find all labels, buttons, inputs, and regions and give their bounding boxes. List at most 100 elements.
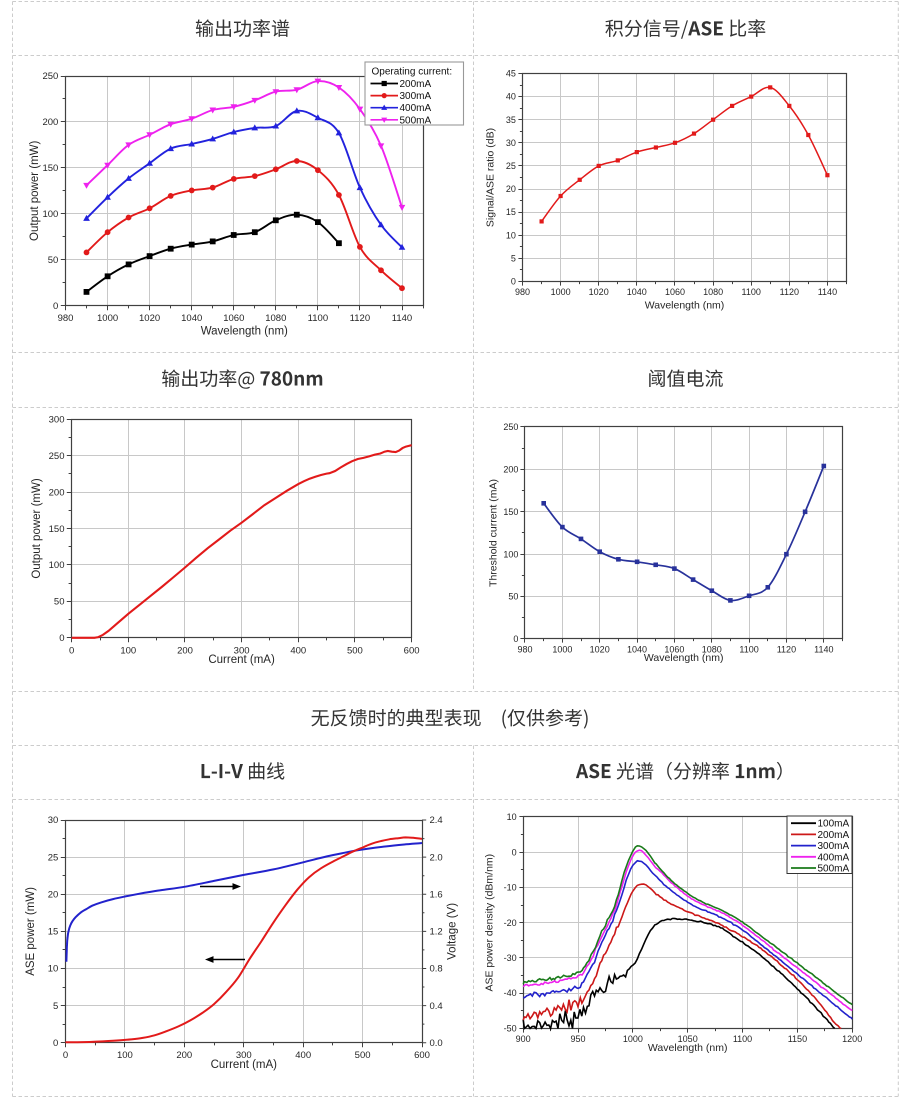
svg-text:0: 0	[513, 634, 518, 644]
svg-text:150: 150	[503, 507, 518, 517]
svg-text:100: 100	[503, 549, 518, 559]
svg-text:Current (mA): Current (mA)	[208, 654, 275, 666]
svg-text:1020: 1020	[139, 313, 160, 324]
svg-text:400mA: 400mA	[400, 103, 432, 114]
svg-text:Threshold current (mA): Threshold current (mA)	[488, 479, 500, 587]
svg-text:0.4: 0.4	[430, 1001, 443, 1012]
svg-text:0: 0	[53, 1038, 58, 1049]
svg-text:30: 30	[48, 815, 59, 826]
svg-text:ASE power (mW): ASE power (mW)	[25, 887, 37, 976]
svg-text:5: 5	[53, 1001, 58, 1012]
svg-text:1100: 1100	[742, 287, 761, 297]
svg-text:0.8: 0.8	[430, 964, 443, 975]
svg-text:Wavelength (nm): Wavelength (nm)	[644, 652, 724, 664]
svg-text:15: 15	[506, 207, 516, 217]
svg-text:-30: -30	[504, 953, 517, 963]
svg-text:1100: 1100	[739, 645, 758, 655]
svg-text:1060: 1060	[664, 645, 684, 655]
svg-text:1150: 1150	[788, 1034, 807, 1044]
svg-text:150: 150	[42, 163, 58, 174]
svg-text:1200: 1200	[842, 1034, 862, 1044]
svg-text:1060: 1060	[223, 313, 244, 324]
svg-text:250: 250	[503, 422, 518, 432]
svg-text:25: 25	[48, 852, 59, 863]
svg-text:Operating current:: Operating current:	[372, 67, 453, 78]
svg-text:1080: 1080	[265, 313, 286, 324]
svg-text:ASE power density (dBm/nm): ASE power density (dBm/nm)	[484, 854, 496, 992]
svg-text:40: 40	[506, 92, 516, 102]
svg-text:0: 0	[63, 1050, 68, 1061]
svg-text:1020: 1020	[589, 287, 609, 297]
svg-text:1040: 1040	[627, 645, 647, 655]
svg-text:1120: 1120	[780, 287, 799, 297]
svg-text:1080: 1080	[702, 645, 722, 655]
svg-text:1000: 1000	[623, 1034, 643, 1044]
svg-text:Current (mA): Current (mA)	[211, 1059, 278, 1071]
svg-text:500: 500	[355, 1050, 371, 1061]
svg-text:10: 10	[507, 812, 517, 822]
svg-text:500mA: 500mA	[400, 115, 432, 126]
svg-text:Output power (mW): Output power (mW)	[31, 478, 43, 578]
svg-text:400mA: 400mA	[818, 852, 850, 863]
svg-text:25: 25	[506, 161, 516, 171]
svg-text:300: 300	[49, 415, 65, 426]
svg-text:1100: 1100	[308, 313, 328, 324]
svg-text:100: 100	[49, 560, 65, 571]
svg-text:300mA: 300mA	[400, 91, 432, 102]
svg-text:0: 0	[59, 633, 64, 644]
svg-text:500: 500	[347, 645, 363, 656]
svg-text:0: 0	[69, 645, 74, 656]
svg-text:250: 250	[49, 451, 65, 462]
svg-text:950: 950	[570, 1034, 585, 1044]
svg-text:-50: -50	[504, 1024, 517, 1034]
svg-text:900: 900	[516, 1034, 531, 1044]
svg-text:1.6: 1.6	[430, 889, 443, 900]
svg-text:980: 980	[517, 645, 532, 655]
svg-text:5: 5	[511, 253, 516, 263]
svg-text:50: 50	[508, 592, 518, 602]
svg-text:100mA: 100mA	[818, 819, 850, 830]
svg-text:30: 30	[506, 138, 516, 148]
svg-text:20: 20	[48, 890, 59, 901]
svg-text:400: 400	[295, 1050, 311, 1061]
svg-text:Wavelength (nm): Wavelength (nm)	[648, 1042, 728, 1054]
svg-text:2.4: 2.4	[430, 815, 443, 826]
svg-text:1140: 1140	[392, 313, 412, 324]
svg-text:1100: 1100	[733, 1034, 752, 1044]
svg-text:980: 980	[58, 313, 74, 324]
svg-text:45: 45	[506, 69, 516, 79]
svg-text:50: 50	[48, 255, 59, 266]
svg-text:10: 10	[48, 964, 59, 975]
svg-text:20: 20	[506, 184, 516, 194]
svg-text:200: 200	[176, 1050, 192, 1061]
svg-text:300: 300	[234, 645, 250, 656]
svg-text:150: 150	[49, 524, 65, 535]
svg-text:1.2: 1.2	[430, 927, 443, 938]
svg-text:100: 100	[42, 209, 58, 220]
svg-text:200: 200	[503, 465, 518, 475]
svg-text:1050: 1050	[678, 1034, 698, 1044]
svg-text:1060: 1060	[665, 287, 685, 297]
svg-text:200: 200	[177, 645, 193, 656]
svg-text:200mA: 200mA	[400, 79, 432, 90]
svg-text:200: 200	[42, 117, 58, 128]
svg-text:500mA: 500mA	[818, 864, 850, 875]
svg-text:0.0: 0.0	[430, 1038, 443, 1049]
svg-text:0: 0	[53, 301, 58, 312]
svg-text:Voltage (V): Voltage (V)	[447, 903, 459, 960]
svg-text:1020: 1020	[590, 645, 610, 655]
svg-text:300mA: 300mA	[818, 841, 850, 852]
svg-text:1000: 1000	[552, 645, 572, 655]
svg-text:10: 10	[506, 230, 516, 240]
svg-text:1040: 1040	[181, 313, 202, 324]
svg-text:1000: 1000	[97, 313, 118, 324]
svg-text:15: 15	[48, 927, 59, 938]
svg-text:1000: 1000	[551, 287, 571, 297]
svg-text:Signal/ASE ratio (dB): Signal/ASE ratio (dB)	[485, 128, 497, 227]
svg-text:100: 100	[120, 645, 136, 656]
svg-text:300: 300	[236, 1050, 252, 1061]
svg-text:980: 980	[515, 287, 530, 297]
svg-text:-10: -10	[504, 883, 517, 893]
svg-text:50: 50	[54, 597, 65, 608]
svg-text:1120: 1120	[777, 645, 796, 655]
